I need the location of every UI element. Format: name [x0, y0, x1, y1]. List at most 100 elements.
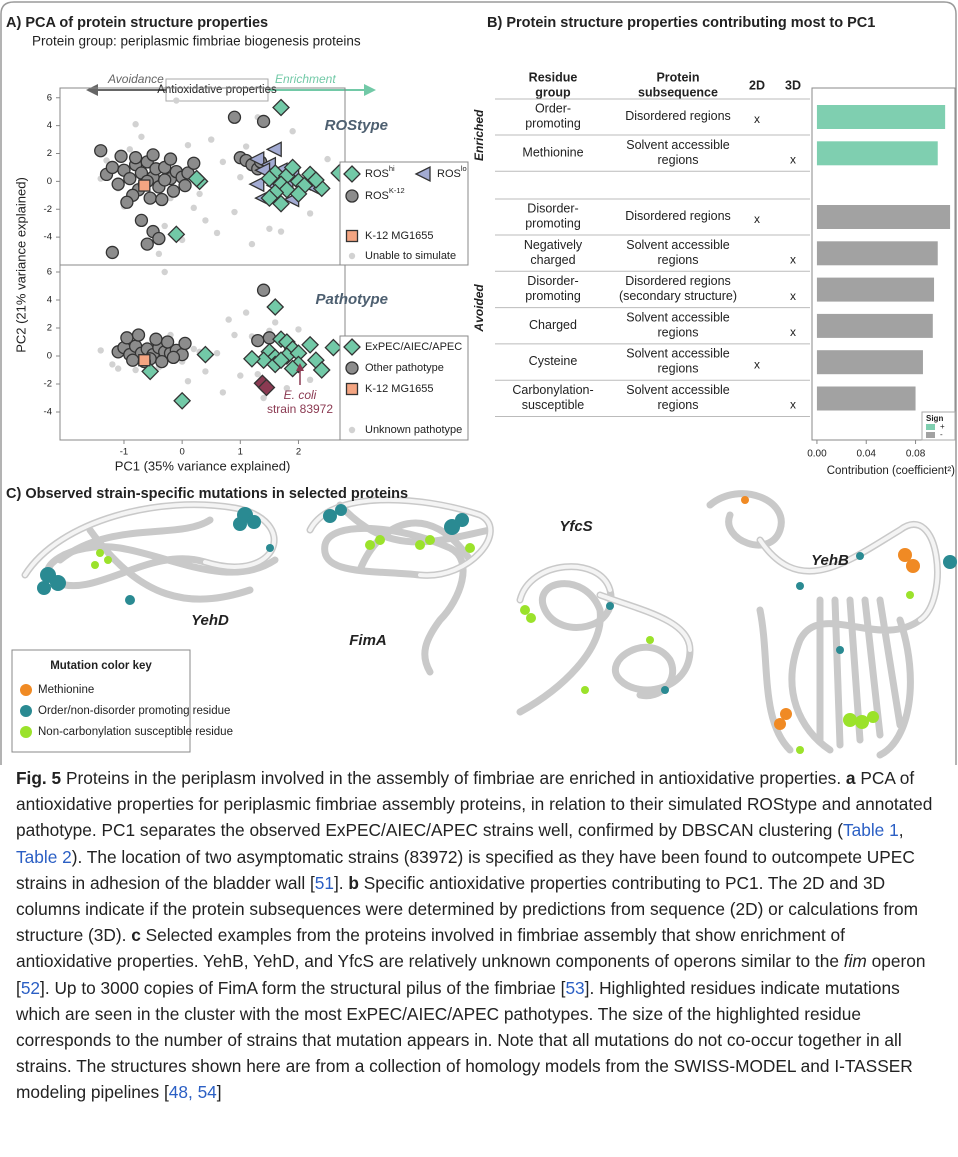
- col-header: 3D: [785, 78, 801, 92]
- x-tick-label: 0.04: [857, 449, 877, 460]
- subsequence-line: Solvent accessible: [626, 238, 730, 252]
- mark-2d: x: [754, 212, 760, 226]
- y-axis-label: PC2 (21% variance explained): [13, 177, 28, 353]
- point: [121, 332, 133, 344]
- caption-link[interactable]: 48, 54: [169, 1082, 217, 1102]
- legend-sup: lo: [461, 164, 467, 173]
- residue-group-line: promoting: [525, 289, 581, 303]
- caption-link[interactable]: Table 1: [843, 820, 899, 840]
- point: [249, 241, 255, 247]
- page: {"panelA":{"title":"A) PCA of protein st…: [0, 0, 958, 1157]
- point: [273, 100, 289, 116]
- point: [191, 205, 197, 211]
- y-tick-label: 4: [47, 120, 52, 131]
- residue-group: Methionine: [522, 146, 583, 160]
- point: [214, 350, 220, 356]
- point: [237, 372, 243, 378]
- x-axis-label: Contribution (coefficient²): [827, 465, 955, 477]
- bar: [817, 387, 916, 411]
- point: [147, 149, 159, 161]
- residue-group-line: Order-: [535, 102, 571, 116]
- subsequence: Disordered regions: [625, 209, 731, 223]
- point: [132, 121, 138, 127]
- point: [112, 178, 124, 190]
- x-tick-label: 2: [296, 447, 301, 458]
- residue-group-line: promoting: [525, 117, 581, 131]
- subsequence-line: Solvent accessible: [626, 138, 730, 152]
- residue-group: Carbonylation-susceptible: [512, 383, 593, 412]
- point: [139, 180, 150, 191]
- point: [179, 180, 191, 192]
- point: [307, 210, 313, 216]
- caption-link[interactable]: 52: [21, 978, 40, 998]
- avoidance-label: Avoidance: [107, 72, 164, 86]
- mark-2d: x: [754, 357, 760, 371]
- y-tick-label: -2: [44, 204, 52, 215]
- point: [115, 150, 127, 162]
- subsequence-line: regions: [658, 253, 699, 267]
- bar: [817, 241, 938, 265]
- legend-swatch: [349, 253, 355, 259]
- mark-3d: x: [790, 152, 796, 166]
- plot-label: Pathotype: [315, 291, 388, 308]
- caption-link[interactable]: 51: [315, 873, 334, 893]
- point: [267, 142, 281, 156]
- point: [98, 347, 104, 353]
- point: [258, 115, 270, 127]
- point: [130, 152, 142, 164]
- residue-group: Order-promoting: [525, 102, 581, 131]
- point: [153, 233, 165, 245]
- arrow-head: [86, 84, 98, 96]
- point: [307, 377, 313, 383]
- caption-link[interactable]: Table 2: [16, 847, 72, 867]
- mark-3d: x: [790, 289, 796, 303]
- section-label: Enriched: [472, 109, 486, 161]
- caption-bold: Fig. 5: [16, 768, 61, 788]
- bar: [817, 314, 933, 338]
- legend-label: K-12 MG1655: [365, 383, 433, 395]
- legend-sup: K-12: [389, 186, 405, 195]
- point: [165, 153, 177, 165]
- point: [278, 228, 284, 234]
- residue-group: Disorder-promoting: [525, 202, 581, 231]
- caption-plain: ,: [899, 820, 904, 840]
- key-label: Non-carbonylation susceptible residue: [38, 726, 233, 738]
- point: [196, 191, 202, 197]
- point: [267, 299, 283, 315]
- key-swatch: [20, 705, 32, 717]
- point: [167, 351, 179, 363]
- residue-group: Disorder-promoting: [525, 274, 581, 303]
- point: [208, 136, 214, 142]
- bar: [817, 141, 938, 165]
- subsequence-line: regions: [658, 398, 699, 412]
- col-header-line: Protein: [656, 71, 699, 85]
- mark-3d: x: [790, 398, 796, 412]
- point: [167, 185, 179, 197]
- legend-name: Unknown pathotype: [365, 424, 462, 436]
- antiox-label: Antioxidative properties: [157, 84, 277, 96]
- legend-name: K-12 MG1655: [365, 230, 433, 242]
- key-label: Order/non-disorder promoting residue: [38, 705, 230, 717]
- point: [188, 157, 200, 169]
- point: [202, 368, 208, 374]
- residue-group-line: Cysteine: [529, 354, 578, 368]
- legend-label: Unable to simulate: [365, 250, 456, 262]
- panel-title: C) Observed strain-specific mutations in…: [6, 486, 408, 502]
- caption: Fig. 5 Proteins in the periplasm involve…: [16, 765, 944, 1106]
- point: [106, 161, 118, 173]
- bar: [817, 205, 950, 229]
- residue-group: Negativelycharged: [524, 238, 583, 267]
- point: [174, 393, 190, 409]
- subsequence-line: Disordered regions: [625, 274, 731, 288]
- point: [106, 246, 118, 258]
- residue-group-line: Charged: [529, 318, 577, 332]
- y-tick-label: 2: [47, 323, 52, 334]
- legend-swatch: [347, 384, 358, 395]
- panel-title: A) PCA of protein structure properties: [6, 15, 268, 31]
- caption-link[interactable]: 53: [565, 978, 584, 998]
- y-tick-label: 6: [47, 267, 52, 278]
- residue-group: Cysteine: [529, 354, 578, 368]
- point: [252, 335, 264, 347]
- caption-italic: fim: [844, 951, 867, 971]
